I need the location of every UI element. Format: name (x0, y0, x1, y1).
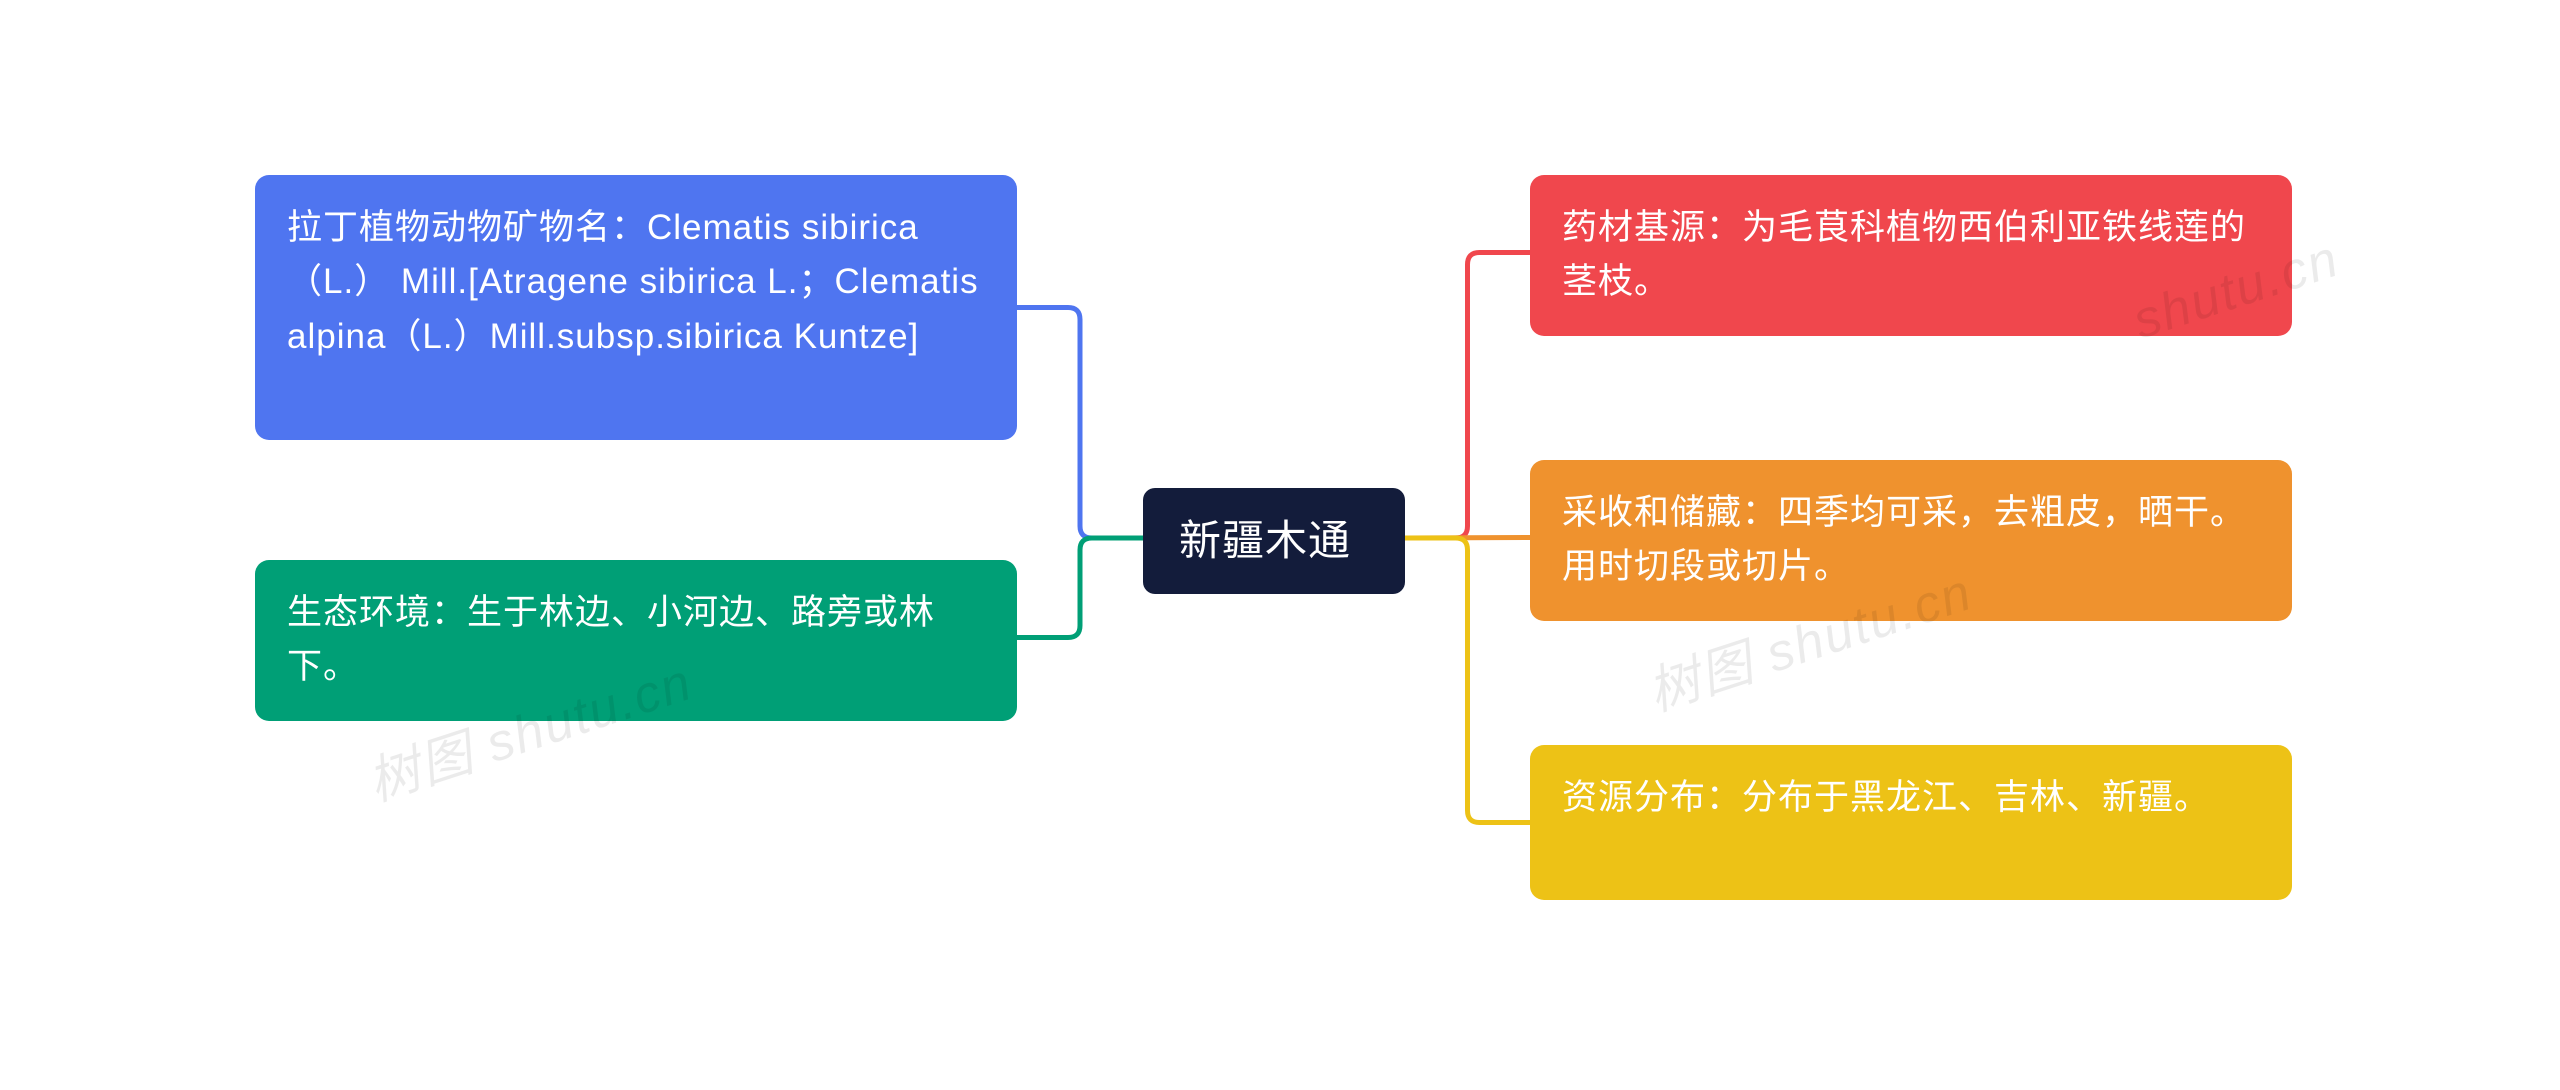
right-node-distribution: 资源分布：分布于黑龙江、吉林、新疆。 (1530, 745, 2292, 900)
left-node-latin-text: 拉丁植物动物矿物名：Clematis sibirica （L.） Mill.[A… (287, 208, 979, 356)
mindmap-canvas: 新疆木通 拉丁植物动物矿物名：Clematis sibirica （L.） Mi… (0, 0, 2560, 1090)
right-node-source-text: 药材基源：为毛茛科植物西伯利亚铁线莲的茎枝。 (1562, 208, 2246, 301)
left-node-latin: 拉丁植物动物矿物名：Clematis sibirica （L.） Mill.[A… (255, 175, 1017, 440)
right-node-distribution-text: 资源分布：分布于黑龙江、吉林、新疆。 (1562, 778, 2210, 817)
right-node-source: 药材基源：为毛茛科植物西伯利亚铁线莲的茎枝。 (1530, 175, 2292, 336)
right-node-harvest: 采收和储藏：四季均可采，去粗皮，晒干。用时切段或切片。 (1530, 460, 2292, 621)
left-node-ecology: 生态环境：生于林边、小河边、路旁或林下。 (255, 560, 1017, 721)
center-node: 新疆木通 (1143, 488, 1405, 594)
center-node-text: 新疆木通 (1179, 517, 1351, 564)
left-node-ecology-text: 生态环境：生于林边、小河边、路旁或林下。 (287, 593, 935, 686)
right-node-harvest-text: 采收和储藏：四季均可采，去粗皮，晒干。用时切段或切片。 (1562, 493, 2246, 586)
